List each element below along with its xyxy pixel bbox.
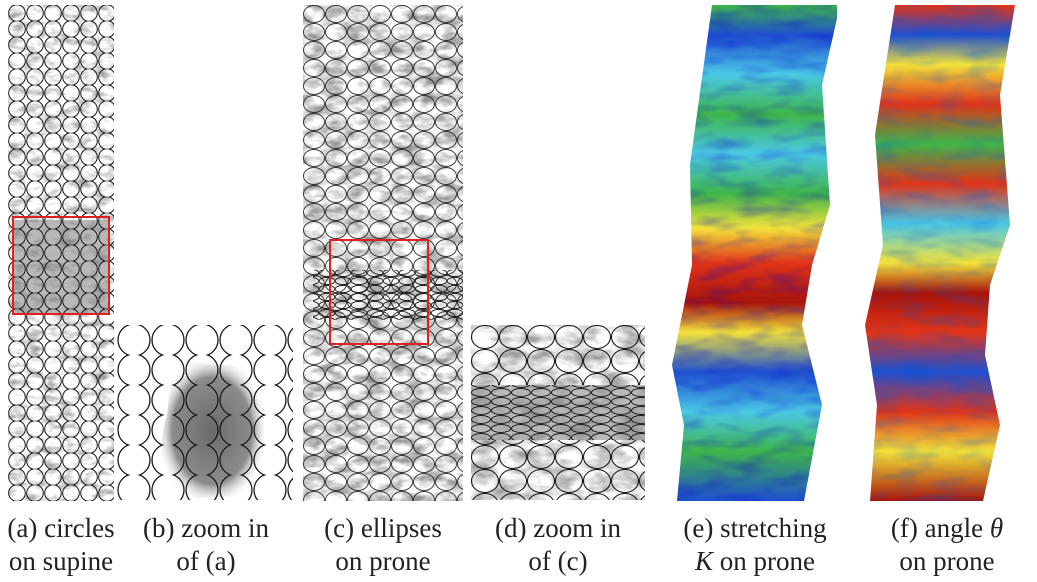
- panel-b-image: [117, 325, 293, 500]
- panel-f-image: [865, 5, 1015, 501]
- caption-c: (c) ellipses on prone: [306, 512, 460, 578]
- caption-e-line1: (e) stretching: [683, 513, 827, 543]
- caption-e: (e) stretching K on prone: [672, 512, 838, 578]
- caption-f-line1-text: (f) angle: [890, 513, 990, 543]
- symbol-theta: θ: [989, 513, 1004, 543]
- panel-d-image: [471, 325, 645, 500]
- caption-d: (d) zoom in of (c): [480, 512, 636, 578]
- caption-d-line1: (d) zoom in: [495, 513, 621, 543]
- caption-f-line1: (f) angle θ: [872, 512, 1022, 545]
- caption-c-line2: on prone: [335, 546, 431, 576]
- caption-b-line1: (b) zoom in: [143, 513, 269, 543]
- highlight-box: [12, 216, 110, 315]
- panel-c-ellipses-on-prone: [303, 5, 463, 501]
- highlight-box: [329, 239, 429, 345]
- panel-c-image: [303, 5, 463, 501]
- caption-b-line2: of (a): [176, 546, 236, 576]
- caption-a-line1: (a) circles: [7, 513, 115, 543]
- panel-a-image: [8, 5, 114, 501]
- caption-b: (b) zoom in of (a): [128, 512, 284, 578]
- caption-f-line2: on prone: [899, 546, 995, 576]
- panel-b-zoom-circles: [117, 325, 293, 500]
- caption-e-line2-rest: on prone: [713, 546, 815, 576]
- panel-f-angle-colormap: [865, 5, 1015, 501]
- symbol-k: K: [695, 546, 714, 576]
- panel-a-circles-on-supine: [8, 5, 114, 501]
- caption-f: (f) angle θ on prone: [872, 512, 1022, 578]
- caption-e-line2: K on prone: [672, 545, 838, 578]
- caption-a: (a) circles on supine: [0, 512, 122, 578]
- caption-d-line2: of (c): [528, 546, 588, 576]
- caption-a-line2: on supine: [8, 546, 114, 576]
- panel-d-zoom-ellipses: [471, 325, 645, 500]
- caption-c-line1: (c) ellipses: [324, 513, 442, 543]
- panel-e-stretching-colormap: [672, 5, 837, 501]
- panel-e-image: [672, 5, 837, 501]
